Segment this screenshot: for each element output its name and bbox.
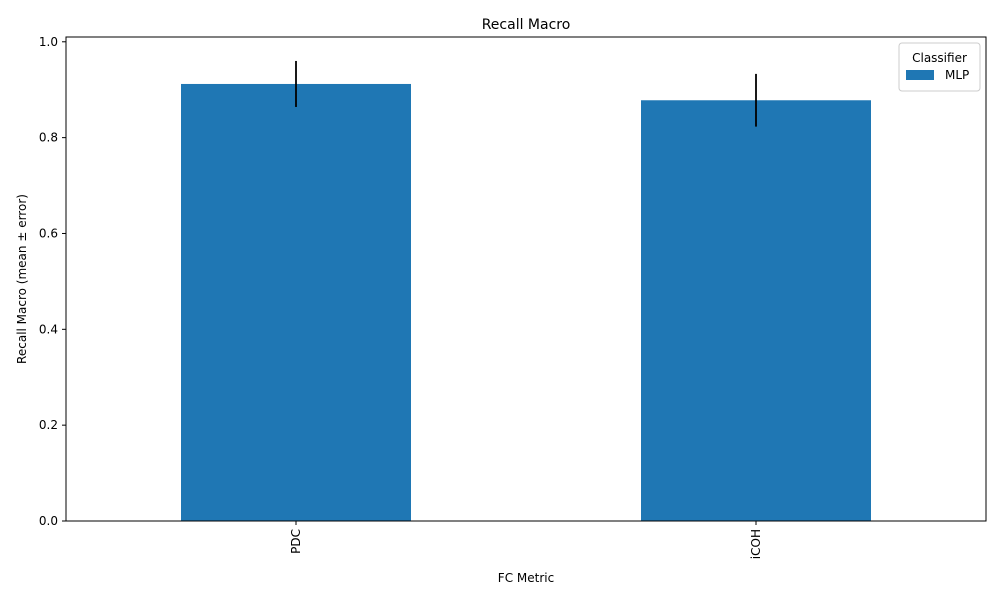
y-tick-label: 0.0 bbox=[39, 514, 58, 528]
legend-entry-label: MLP bbox=[945, 68, 969, 82]
x-axis: PDC iCOH bbox=[289, 521, 763, 559]
bar-icoh bbox=[641, 100, 871, 522]
y-tick-label: 0.6 bbox=[39, 226, 58, 240]
y-axis-label: Recall Macro (mean ± error) bbox=[15, 194, 29, 364]
plot-area bbox=[65, 36, 987, 522]
y-tick-label: 1.0 bbox=[39, 35, 58, 49]
y-tick-label: 0.8 bbox=[39, 131, 58, 145]
legend-title: Classifier bbox=[912, 51, 967, 65]
y-tick-label: 0.4 bbox=[39, 322, 58, 336]
x-tick-label-icoh: iCOH bbox=[749, 529, 763, 559]
y-tick-label: 0.2 bbox=[39, 418, 58, 432]
x-axis-label: FC Metric bbox=[498, 571, 554, 585]
chart-title: Recall Macro bbox=[482, 17, 571, 33]
y-axis: 0.0 0.2 0.4 0.6 0.8 1.0 bbox=[39, 35, 66, 528]
plot-frame bbox=[65, 36, 987, 522]
legend: Classifier MLP bbox=[898, 42, 981, 92]
x-tick-label-pdc: PDC bbox=[289, 529, 303, 554]
bar-pdc bbox=[181, 83, 411, 522]
legend-swatch bbox=[906, 70, 934, 80]
